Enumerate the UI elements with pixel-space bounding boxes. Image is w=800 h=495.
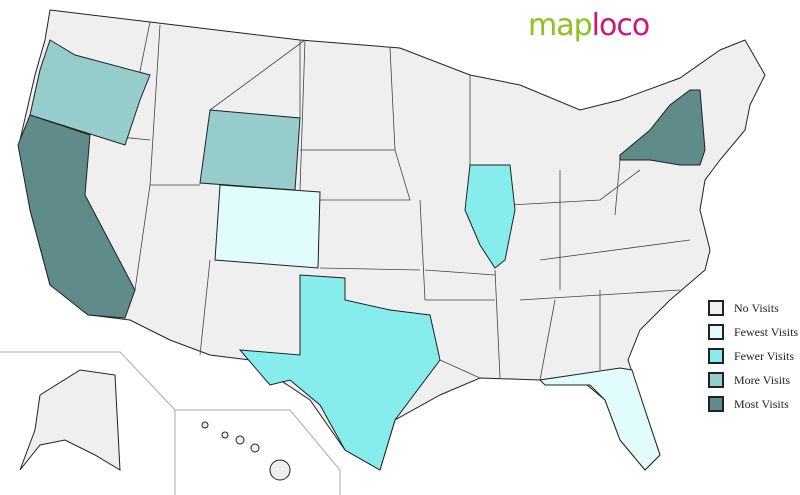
legend-label: No Visits: [734, 300, 779, 315]
legend-swatch: [708, 372, 724, 388]
visited-states: [17, 39, 706, 471]
logo-part-loco: loco: [591, 8, 651, 43]
state-alaska[interactable]: [19, 369, 121, 471]
legend-item: More Visits: [708, 368, 798, 392]
state-colorado[interactable]: [214, 184, 321, 269]
legend-item: Fewer Visits: [708, 344, 798, 368]
legend-label: Most Visits: [734, 396, 789, 411]
legend-item: Most Visits: [708, 392, 798, 416]
legend-label: Fewest Visits: [734, 324, 799, 339]
state-texas[interactable]: [238, 274, 441, 471]
legend-swatch: [708, 324, 724, 340]
state-california[interactable]: [17, 114, 136, 319]
logo-part-map: map: [528, 8, 593, 43]
legend-item: No Visits: [708, 296, 798, 320]
state-wyoming[interactable]: [199, 109, 301, 191]
legend-swatch: [708, 300, 724, 316]
inset-border: [0, 351, 341, 495]
state-new-york[interactable]: [619, 89, 706, 166]
state-illinois[interactable]: [464, 164, 516, 269]
legend-swatch: [708, 396, 724, 412]
legend-label: More Visits: [734, 372, 791, 387]
legend: No Visits Fewest Visits Fewer Visits Mor…: [708, 296, 798, 416]
legend-label: Fewer Visits: [734, 348, 795, 363]
state-florida[interactable]: [538, 367, 661, 471]
legend-swatch: [708, 348, 724, 364]
maploco-logo: maploco: [528, 8, 651, 43]
state-oregon[interactable]: [29, 39, 151, 146]
state-hawaii[interactable]: [201, 421, 291, 481]
legend-item: Fewest Visits: [708, 320, 798, 344]
